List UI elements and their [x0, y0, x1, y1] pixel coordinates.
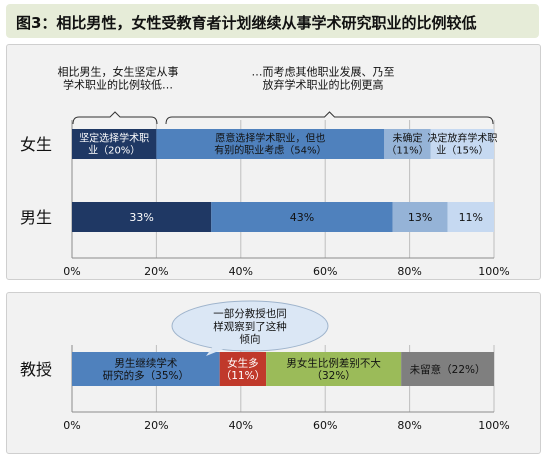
x-tick-label: 0% [63, 419, 80, 432]
data-label: 坚定选择学术职业（20%） [79, 132, 149, 157]
data-label: 男女生比例差别不大（32%） [286, 356, 381, 382]
annotation-text: 相比男生，女生坚定从事学术职业的比例较低… [58, 64, 179, 91]
data-label: 未确定（11%） [386, 132, 428, 157]
bar-segment [392, 202, 448, 232]
x-tick-label: 40% [229, 419, 253, 432]
annotation-text: …而考虑其他职业发展、乃至放弃学术职业的比例更高 [252, 64, 395, 91]
data-label: 男生继续学术研究的多（35%） [103, 356, 189, 382]
data-label: 11% [459, 211, 483, 224]
bar-segment [447, 202, 494, 232]
x-tick-label: 0% [63, 265, 80, 278]
data-label: 愿意选择学术职业，但也有别的职业考虑（54%） [214, 132, 326, 157]
bar-segment [401, 352, 494, 386]
data-label: 33% [129, 211, 153, 224]
x-tick-label: 40% [229, 265, 253, 278]
category-label: 教授 [20, 360, 52, 379]
bar-segment [72, 352, 220, 386]
x-tick-label: 20% [144, 265, 168, 278]
x-tick-label: 60% [313, 419, 337, 432]
x-tick-label: 100% [478, 265, 509, 278]
data-label: 决定放弃学术职业（15%） [427, 132, 497, 157]
category-label: 女生 [20, 135, 52, 154]
bar-segment [219, 352, 267, 386]
x-tick-label: 60% [313, 265, 337, 278]
bar-segment [384, 129, 431, 159]
x-tick-label: 80% [397, 419, 421, 432]
bar-segment [211, 202, 393, 232]
data-label: 43% [290, 211, 314, 224]
annotation-brace [72, 111, 158, 125]
chart-title: 图3：相比男性，女性受教育者计划继续从事学术研究职业的比例较低 [16, 14, 477, 32]
data-label: 13% [408, 211, 432, 224]
data-label: 女生多（11%） [221, 356, 265, 382]
bar-segment [266, 352, 402, 386]
x-tick-label: 20% [144, 419, 168, 432]
x-tick-label: 80% [397, 265, 421, 278]
chart-panel-gender [6, 44, 541, 280]
bar-segment [430, 129, 494, 159]
bar-segment [156, 129, 385, 159]
category-label: 男生 [20, 208, 52, 227]
x-tick-label: 100% [478, 419, 509, 432]
callout-pointer [206, 345, 226, 356]
annotation-brace [165, 111, 494, 125]
bar-segment [72, 202, 212, 232]
callout-text: 一部分教授也同样观察到了这种倾向 [213, 307, 287, 345]
callout-bubble [171, 300, 329, 352]
title-bar: 图3：相比男性，女性受教育者计划继续从事学术研究职业的比例较低 [6, 4, 539, 38]
bar-segment [72, 129, 157, 159]
data-label: 未留意（22%） [410, 363, 486, 376]
